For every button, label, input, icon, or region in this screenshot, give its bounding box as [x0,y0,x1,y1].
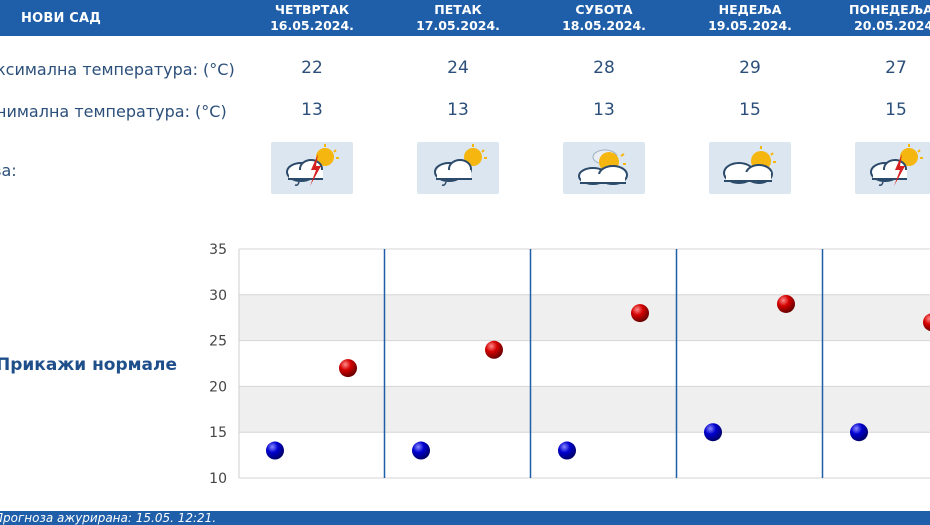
phenomena-label: Појава: [0,161,17,180]
y-tick-label: 25 [209,334,227,350]
header-bar: НОВИ САД ЧЕТВРТАК 16.05.2024. ПЕТАК 17.0… [0,0,930,36]
day-date: 19.05.2024. [708,18,792,33]
day-name: НЕДЕЉА [718,2,782,17]
max-temp-point [631,304,649,323]
day-header-2: ПЕТАК 17.05.2024. [385,2,531,34]
day-name: ПОНЕДЕЉАК [848,2,930,17]
day-header-3: СУБОТА 18.05.2024. [531,2,677,34]
min-temp-value: 15 [885,100,907,120]
min-temp-point [412,441,430,460]
max-temp-point [339,359,357,378]
y-tick-label: 35 [209,242,227,258]
day-date: 17.05.2024. [416,18,500,33]
y-tick-label: 30 [209,288,227,304]
mostly-cloudy-icon [709,142,791,194]
grid-band [239,386,930,433]
max-temp-value: 24 [447,58,469,78]
max-temp-point [923,313,930,332]
min-temp-point [704,423,722,442]
city-name: НОВИ САД [21,11,102,26]
partly-cloudy-thunder-icon [271,142,353,194]
partly-cloudy-rain-icon [417,142,499,194]
max-temp-point [777,294,795,313]
day-date: 20.05.2024. [854,18,930,33]
day-header-1: ЧЕТВРТАК 16.05.2024. [239,2,385,34]
day-name: ПЕТАК [434,2,482,17]
min-temp-value: 13 [447,100,469,120]
footer-bar: Прогноза ажурирана: 15.05. 12:21. [0,511,930,525]
max-temp-point [485,340,503,359]
y-tick-label: 15 [209,425,227,441]
max-temp-value: 27 [885,58,907,78]
partly-cloudy-icon [563,142,645,194]
min-temp-point [558,441,576,460]
min-temp-value: 13 [301,100,323,120]
day-name: ЧЕТВРТАК [274,2,350,17]
day-header-4: НЕДЕЉА 19.05.2024. [677,2,823,34]
max-temp-label: ксимална температура: (°C) [0,60,235,79]
grid-band [239,294,930,341]
partly-cloudy-thunder-icon [855,142,930,194]
min-temp-value: 13 [593,100,615,120]
updated-text: Прогноза ажурирана: 15.05. 12:21. [0,511,217,525]
day-name: СУБОТА [575,2,633,17]
day-date: 16.05.2024. [270,18,354,33]
max-temp-value: 22 [301,58,323,78]
day-header-5: ПОНЕДЕЉАК 20.05.2024. [823,2,930,34]
max-temp-value: 29 [739,58,761,78]
min-temp-point [266,441,284,460]
show-normals-link[interactable]: Прикажи нормале [0,355,178,375]
min-temp-point [850,423,868,442]
day-date: 18.05.2024. [562,18,646,33]
y-tick-label: 20 [209,379,227,395]
min-temp-value: 15 [739,100,761,120]
min-temp-label: нимална температура: (°C) [0,102,227,121]
max-temp-value: 28 [593,58,615,78]
y-tick-label: 10 [209,471,227,487]
